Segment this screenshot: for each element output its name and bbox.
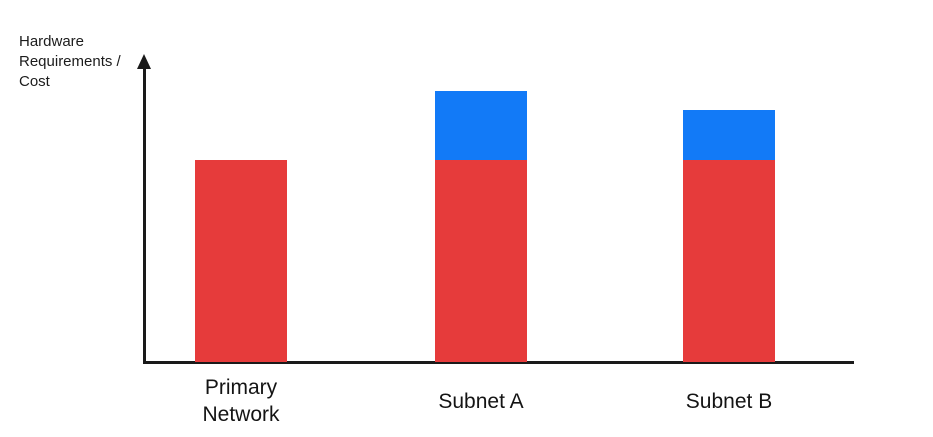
bar-primary-network-red-segment (195, 160, 287, 362)
bar-subnet-a-red-segment (435, 160, 527, 362)
y-axis-arrowhead-icon (137, 54, 151, 69)
bar-subnet-b-blue-segment (683, 110, 775, 161)
x-tick-label-subnet-a: Subnet A (438, 389, 524, 413)
bar-subnet-b-red-segment (683, 160, 775, 362)
y-axis-label: Hardware Requirements / Cost (19, 33, 121, 90)
x-axis-line (143, 361, 854, 364)
y-axis-line (143, 66, 146, 364)
x-tick-label-subnet-b: Subnet B (685, 389, 773, 413)
x-tick-label-primary-network: Primary Network (202, 376, 280, 426)
bar-subnet-a-blue-segment (435, 91, 527, 161)
